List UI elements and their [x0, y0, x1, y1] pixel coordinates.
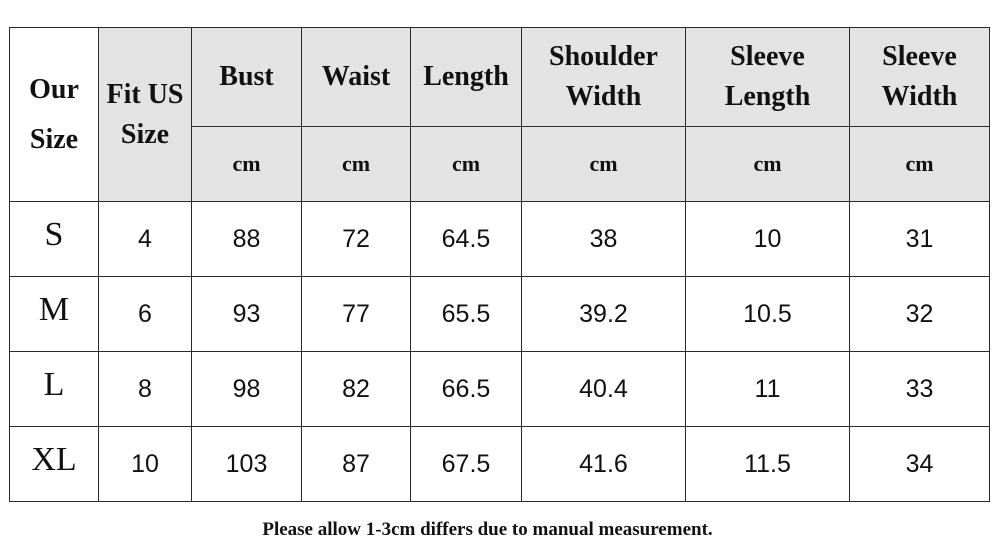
sleeve-width-cell: 32 — [849, 276, 990, 352]
header-waist-label: Waist — [321, 61, 391, 92]
fit-us-size-cell: 6 — [98, 276, 192, 352]
unit-sleeve-length: cm — [685, 126, 850, 202]
shoulder-width-cell: 39.2 — [521, 276, 686, 352]
bust-cell: 98 — [191, 351, 302, 427]
header-sleeve-length-line2: Length — [724, 81, 811, 112]
fit-us-size-cell: 4 — [98, 201, 192, 277]
header-sleeve-length: Sleeve Length — [685, 27, 850, 127]
header-sleeve-length-line1: Sleeve — [730, 41, 805, 72]
table-row: S 4 88 72 64.5 38 10 31 — [9, 201, 990, 277]
table-row: L 8 98 82 66.5 40.4 11 33 — [9, 351, 990, 427]
header-waist: Waist — [301, 27, 411, 127]
sleeve-length-cell: 10.5 — [685, 276, 850, 352]
fit-us-size-cell: 8 — [98, 351, 192, 427]
waist-cell: 72 — [301, 201, 411, 277]
header-our-size-line1: Our — [29, 73, 79, 105]
table-row: M 6 93 77 65.5 39.2 10.5 32 — [9, 276, 990, 352]
sleeve-length-cell: 11 — [685, 351, 850, 427]
size-cell: XL — [9, 426, 99, 502]
unit-row: cm cm cm cm cm cm — [10, 126, 990, 202]
waist-cell: 77 — [301, 276, 411, 352]
header-fit-us-size: Fit US Size — [98, 27, 192, 202]
size-cell: M — [9, 276, 99, 352]
header-fit-us-size-line1: Fit US — [106, 78, 184, 110]
sleeve-width-cell: 31 — [849, 201, 990, 277]
header-fit-us-size-line2: Size — [120, 118, 170, 150]
length-cell: 64.5 — [410, 201, 522, 277]
sleeve-width-cell: 33 — [849, 351, 990, 427]
unit-sleeve-width: cm — [849, 126, 990, 202]
header-shoulder-width: Shoulder Width — [521, 27, 686, 127]
header-row: Our Size Fit US Size Bust Waist Length S… — [9, 27, 990, 202]
size-cell: L — [9, 351, 99, 427]
header-bust: Bust — [191, 27, 302, 127]
waist-cell: 87 — [301, 426, 411, 502]
bust-cell: 103 — [191, 426, 302, 502]
header-shoulder-width-line2: Width — [565, 81, 642, 112]
bust-cell: 88 — [191, 201, 302, 277]
header-bust-label: Bust — [219, 61, 274, 92]
waist-cell: 82 — [301, 351, 411, 427]
header-length-label: Length — [423, 61, 509, 92]
header-sleeve-width-line2: Width — [881, 81, 958, 112]
length-cell: 67.5 — [410, 426, 522, 502]
shoulder-width-cell: 41.6 — [521, 426, 686, 502]
size-cell: S — [9, 201, 99, 277]
measurement-note: Please allow 1-3cm differs due to manual… — [262, 519, 713, 540]
header-sleeve-width-line1: Sleeve — [882, 41, 957, 72]
fit-us-size-cell: 10 — [98, 426, 192, 502]
unit-waist: cm — [301, 126, 411, 202]
unit-length: cm — [410, 126, 522, 202]
length-cell: 66.5 — [410, 351, 522, 427]
header-length: Length — [410, 27, 522, 127]
table-row: XL 10 103 87 67.5 41.6 11.5 34 — [9, 426, 990, 502]
shoulder-width-cell: 38 — [521, 201, 686, 277]
unit-shoulder-width: cm — [521, 126, 686, 202]
bust-cell: 93 — [191, 276, 302, 352]
header-shoulder-width-line1: Shoulder — [549, 41, 658, 72]
sleeve-width-cell: 34 — [849, 426, 990, 502]
size-chart-table: Our Size Fit US Size Bust Waist Length S… — [9, 27, 990, 502]
header-our-size: Our Size — [9, 27, 99, 202]
shoulder-width-cell: 40.4 — [521, 351, 686, 427]
length-cell: 65.5 — [410, 276, 522, 352]
header-our-size-line2: Size — [29, 123, 79, 155]
sleeve-length-cell: 11.5 — [685, 426, 850, 502]
sleeve-length-cell: 10 — [685, 201, 850, 277]
header-sleeve-width: Sleeve Width — [849, 27, 990, 127]
unit-bust: cm — [191, 126, 302, 202]
